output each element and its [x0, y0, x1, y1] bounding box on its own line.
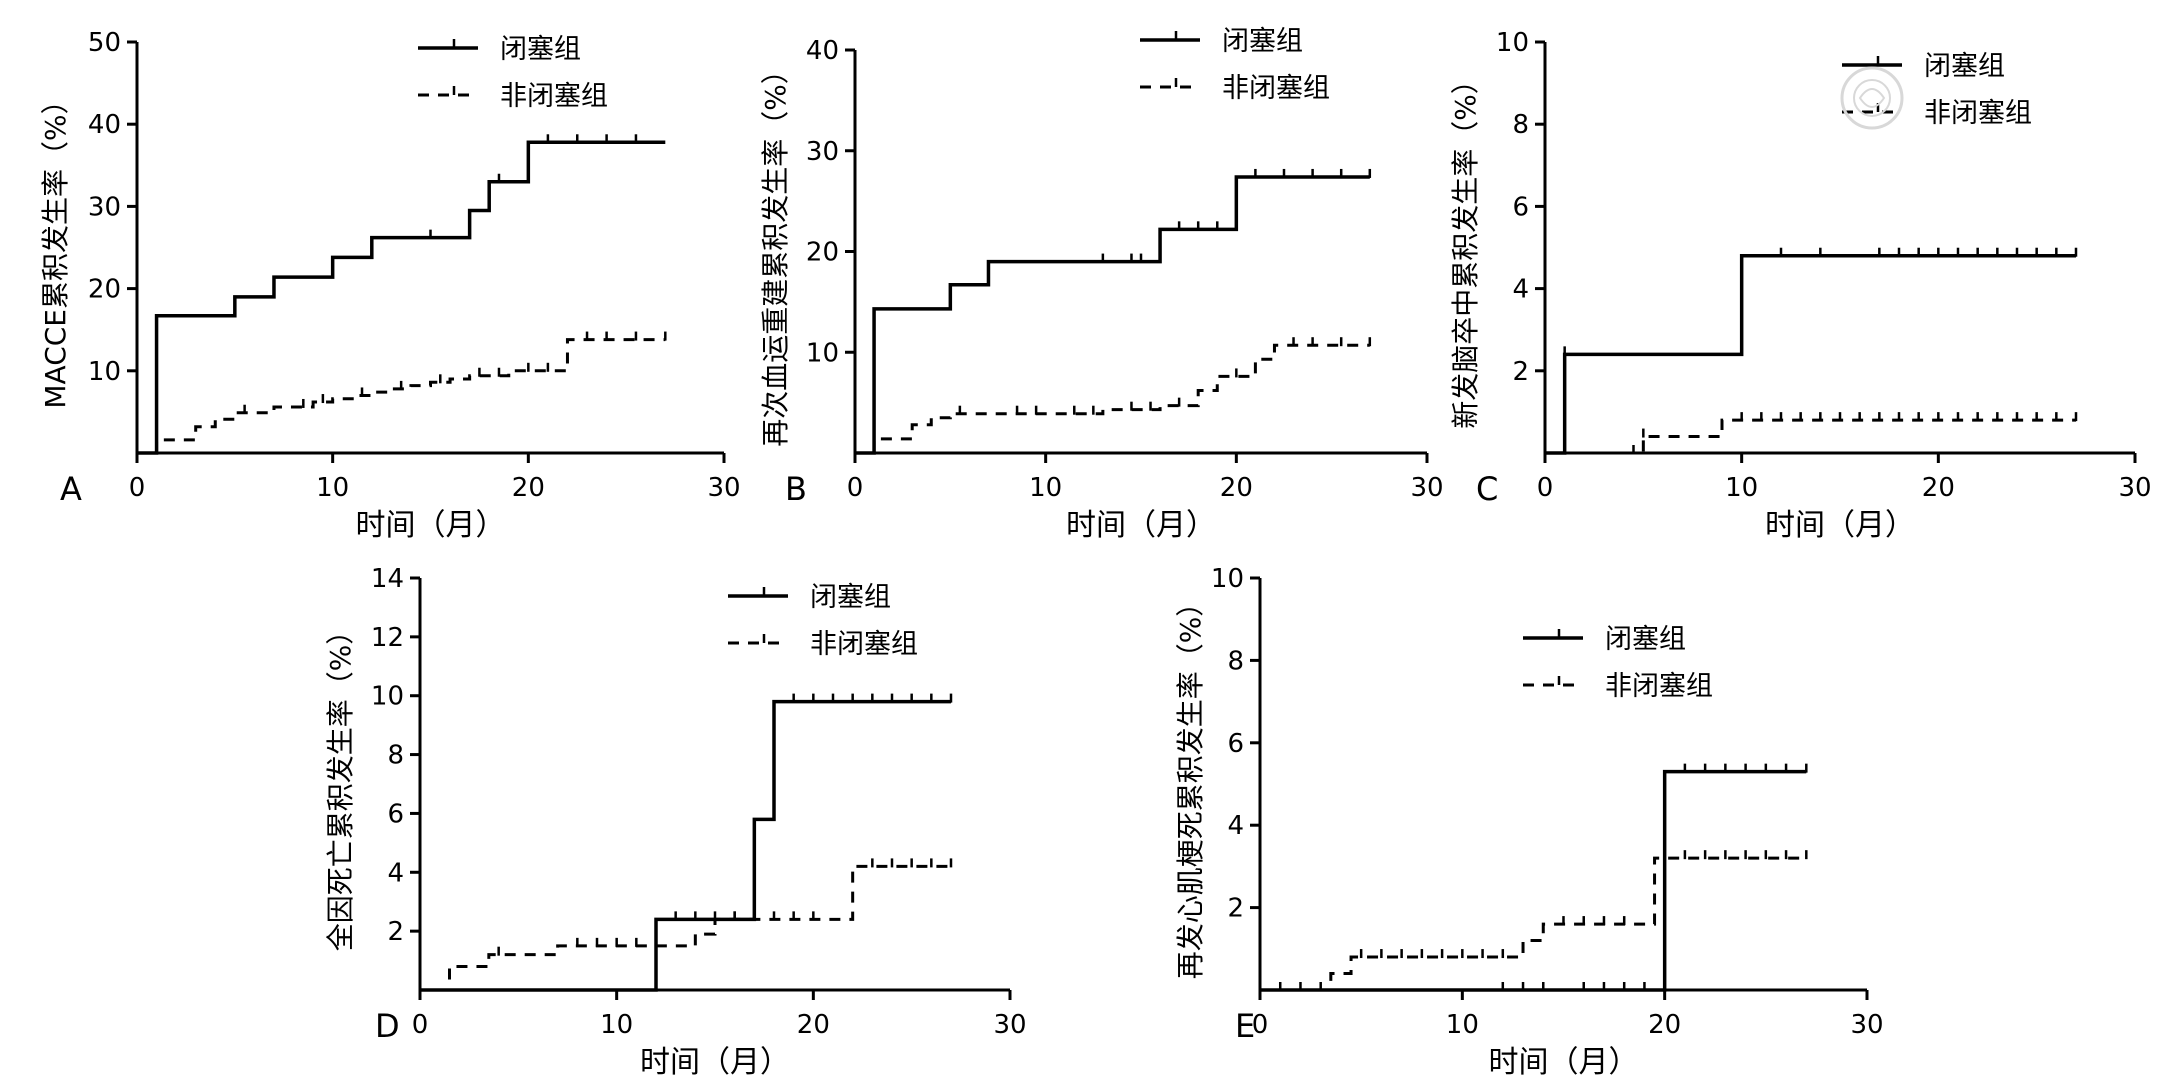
y-tick-label: 30: [88, 192, 121, 222]
panel-letter: D: [375, 1007, 400, 1045]
x-tick-label: 30: [2118, 473, 2151, 503]
y-tick-label: 4: [1512, 275, 1529, 305]
y-axis-title: 再次血运重建累积发生率（%）: [759, 56, 792, 447]
y-tick-label: 6: [387, 799, 404, 829]
chart-panel-d: 0 10 20 30 2 4 6 8 10 12 14 D 时间（月） 全因死亡累积发生率（%） 闭塞组非闭…: [324, 564, 1027, 1080]
panel-letter: B: [785, 470, 807, 508]
x-tick-label: 10: [1446, 1010, 1479, 1040]
y-tick-label: 40: [806, 36, 839, 66]
y-tick-label: 30: [806, 137, 839, 167]
y-tick-label: 2: [1512, 357, 1529, 387]
y-tick-label: 50: [88, 28, 121, 58]
legend-label: 非闭塞组: [1924, 98, 2032, 129]
panel-letter: C: [1476, 470, 1498, 508]
series-line-occluded: [137, 140, 666, 455]
x-tick-label: 0: [412, 1010, 429, 1040]
series-line-occluded: [1260, 769, 1807, 992]
series-line-non-occluded: [420, 864, 951, 992]
y-tick-label: 4: [387, 858, 404, 888]
legend-label: 闭塞组: [810, 582, 891, 613]
series-line-non-occluded: [137, 338, 666, 455]
legend-label: 闭塞组: [500, 34, 581, 65]
series-line-non-occluded: [1545, 418, 2076, 455]
x-tick-label: 10: [1725, 473, 1758, 503]
y-tick-label: 12: [371, 623, 404, 653]
publisher-watermark: [1840, 66, 1904, 130]
series-line-non-occluded: [1260, 856, 1807, 992]
x-tick-label: 20: [1922, 473, 1955, 503]
chart-panel-b: 0 10 20 30 10 20 30 40 B 时间（月） 再次血运重建累积发生率（%） 闭塞组非闭…: [759, 26, 1444, 543]
x-tick-label: 0: [847, 473, 864, 503]
legend-label: 非闭塞组: [500, 81, 608, 112]
y-tick-label: 10: [88, 357, 121, 387]
y-tick-label: 10: [1211, 564, 1244, 594]
legend-label: 非闭塞组: [1222, 73, 1330, 104]
y-axis-title: MACCE累积发生率（%）: [39, 86, 72, 408]
x-tick-label: 30: [1850, 1010, 1883, 1040]
panel-letter: E: [1235, 1007, 1255, 1045]
y-tick-label: 10: [806, 338, 839, 368]
x-axis-title: 时间（月）: [640, 1045, 790, 1080]
y-tick-label: 10: [371, 682, 404, 712]
x-tick-label: 0: [1537, 473, 1554, 503]
y-tick-label: 8: [1512, 110, 1529, 140]
series-line-occluded: [855, 175, 1370, 455]
legend-label: 闭塞组: [1605, 624, 1686, 655]
legend-label: 非闭塞组: [810, 629, 918, 660]
y-axis-title: 全因死亡累积发生率（%）: [324, 617, 357, 952]
x-axis-title: 时间（月）: [1489, 1045, 1639, 1080]
y-axis-title: 新发脑卒中累积发生率（%）: [1449, 66, 1482, 429]
x-tick-label: 20: [1220, 473, 1253, 503]
x-tick-label: 0: [129, 473, 146, 503]
y-tick-label: 2: [387, 917, 404, 947]
panel-letter: A: [60, 470, 82, 508]
y-tick-label: 40: [88, 110, 121, 140]
legend-label: 闭塞组: [1924, 51, 2005, 82]
series-line-occluded: [420, 699, 951, 992]
x-tick-label: 10: [316, 473, 349, 503]
x-axis-title: 时间（月）: [1765, 508, 1915, 543]
y-tick-label: 6: [1512, 192, 1529, 222]
series-line-non-occluded: [855, 343, 1370, 455]
x-axis-title: 时间（月）: [1066, 508, 1216, 543]
x-tick-label: 20: [512, 473, 545, 503]
y-tick-label: 10: [1496, 28, 1529, 58]
x-tick-label: 30: [993, 1010, 1026, 1040]
x-tick-label: 20: [797, 1010, 830, 1040]
chart-panel-a: 0 10 20 30 10 20 30 40 50 A 时间（月） MACCE累积发生率（%） 闭塞组非…: [39, 28, 741, 543]
series-line-occluded: [1545, 253, 2076, 455]
y-tick-label: 4: [1227, 811, 1244, 841]
y-axis-title: 再发心肌梗死累积发生率（%）: [1174, 589, 1207, 980]
y-tick-label: 8: [1227, 646, 1244, 676]
y-tick-label: 6: [1227, 729, 1244, 759]
legend-label: 闭塞组: [1222, 26, 1303, 57]
y-tick-label: 2: [1227, 894, 1244, 924]
x-tick-label: 10: [1029, 473, 1062, 503]
y-tick-label: 20: [88, 275, 121, 305]
x-tick-label: 30: [1410, 473, 1443, 503]
y-tick-label: 20: [806, 238, 839, 268]
x-tick-label: 10: [600, 1010, 633, 1040]
x-tick-label: 30: [707, 473, 740, 503]
x-axis-title: 时间（月）: [356, 508, 506, 543]
y-tick-label: 8: [387, 741, 404, 771]
y-tick-label: 14: [371, 564, 404, 594]
x-tick-label: 20: [1648, 1010, 1681, 1040]
legend-label: 非闭塞组: [1605, 671, 1713, 702]
x-tick-label: 0: [1252, 1010, 1269, 1040]
